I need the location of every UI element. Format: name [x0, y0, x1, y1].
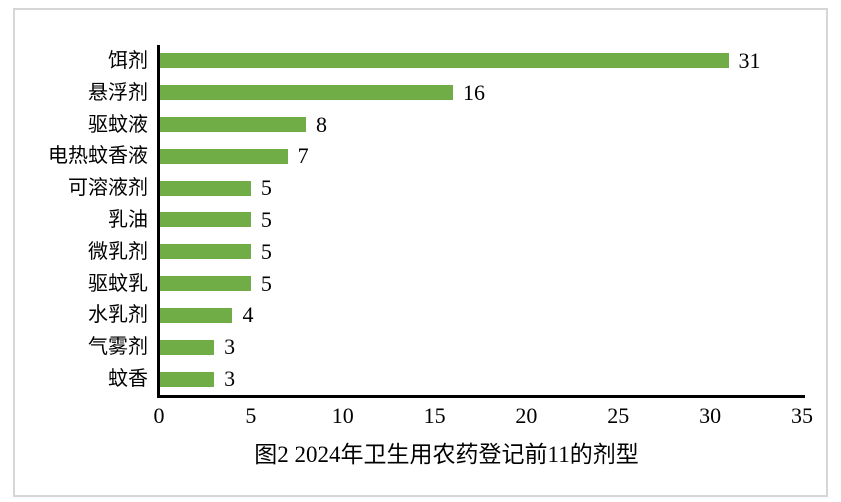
- bar-row: 可溶液剂 5: [23, 172, 802, 204]
- category-label: 饵剂: [108, 49, 148, 72]
- category-label: 蚊香: [108, 368, 148, 391]
- x-tick-label: 5: [245, 403, 257, 428]
- bar-rows: 饵剂 31 悬浮剂 16 驱蚊液 8 电热蚊香液 7 可溶液剂 5 乳油 5 微乳剂 5 驱蚊乳 5 水乳剂 4 气…: [23, 45, 802, 395]
- bar-track: 5: [159, 204, 802, 236]
- value-label: 8: [315, 111, 327, 137]
- value-label: 16: [462, 79, 485, 105]
- category-label: 驱蚊液: [88, 113, 148, 136]
- bar-track: 5: [159, 268, 802, 300]
- bar: [159, 307, 233, 323]
- x-tick-label: 10: [331, 403, 354, 428]
- category-label: 水乳剂: [88, 304, 148, 327]
- bar: [159, 276, 251, 292]
- category-label: 可溶液剂: [68, 177, 148, 200]
- bar: [159, 117, 306, 133]
- chart-frame: 饵剂 31 悬浮剂 16 驱蚊液 8 电热蚊香液 7 可溶液剂 5 乳油 5 微乳剂 5 驱蚊乳 5 水乳剂 4 气…: [13, 8, 828, 497]
- bar-track: 3: [159, 331, 802, 363]
- x-axis-ticks: 0 5 10 15 20 25 30 35: [154, 403, 814, 431]
- bar-track: 8: [159, 109, 802, 141]
- x-tick-label: 0: [153, 403, 165, 428]
- bar-track: 5: [159, 172, 802, 204]
- bar-row: 微乳剂 5: [23, 236, 802, 268]
- bar: [159, 53, 729, 69]
- value-label: 4: [242, 302, 254, 328]
- bar-track: 4: [159, 300, 802, 332]
- category-label: 电热蚊香液: [48, 145, 148, 168]
- bar-track: 7: [159, 140, 802, 172]
- bar: [159, 180, 251, 196]
- bar-row: 蚊香 3: [23, 363, 802, 395]
- bar: [159, 212, 251, 228]
- bar-row: 饵剂 31: [23, 45, 802, 77]
- x-tick-label: 15: [423, 403, 446, 428]
- bar: [159, 148, 288, 164]
- value-label: 5: [260, 238, 272, 264]
- bar: [159, 371, 215, 387]
- value-label: 7: [297, 143, 309, 169]
- x-tick-label: 25: [607, 403, 630, 428]
- bar-row: 水乳剂 4: [23, 300, 802, 332]
- bar: [159, 85, 453, 101]
- bar-track: 5: [159, 236, 802, 268]
- category-label: 微乳剂: [88, 240, 148, 263]
- category-label: 悬浮剂: [88, 81, 148, 104]
- bar-row: 驱蚊液 8: [23, 109, 802, 141]
- bar-track: 31: [159, 45, 802, 77]
- bar-row: 气雾剂 3: [23, 331, 802, 363]
- category-label: 气雾剂: [88, 336, 148, 359]
- category-label: 驱蚊乳: [88, 272, 148, 295]
- value-label: 3: [224, 334, 236, 360]
- bar-track: 3: [159, 363, 802, 395]
- x-tick-label: 35: [791, 403, 813, 428]
- x-axis-line: [157, 395, 805, 398]
- x-tick-label: 30: [699, 403, 722, 428]
- bar-track: 16: [159, 77, 802, 109]
- x-tick-label: 20: [515, 403, 538, 428]
- chart-title: 图2 2024年卫生用农药登记前11的剂型: [254, 442, 639, 467]
- y-axis-line: [157, 45, 160, 398]
- value-label: 31: [738, 47, 761, 73]
- value-label: 5: [260, 175, 272, 201]
- bar: [159, 244, 251, 260]
- bar-row: 电热蚊香液 7: [23, 140, 802, 172]
- value-label: 5: [260, 270, 272, 296]
- bar-row: 乳油 5: [23, 204, 802, 236]
- value-label: 5: [260, 206, 272, 232]
- bar: [159, 339, 215, 355]
- bar-row: 驱蚊乳 5: [23, 268, 802, 300]
- value-label: 3: [224, 366, 236, 392]
- bar-row: 悬浮剂 16: [23, 77, 802, 109]
- category-label: 乳油: [108, 208, 148, 231]
